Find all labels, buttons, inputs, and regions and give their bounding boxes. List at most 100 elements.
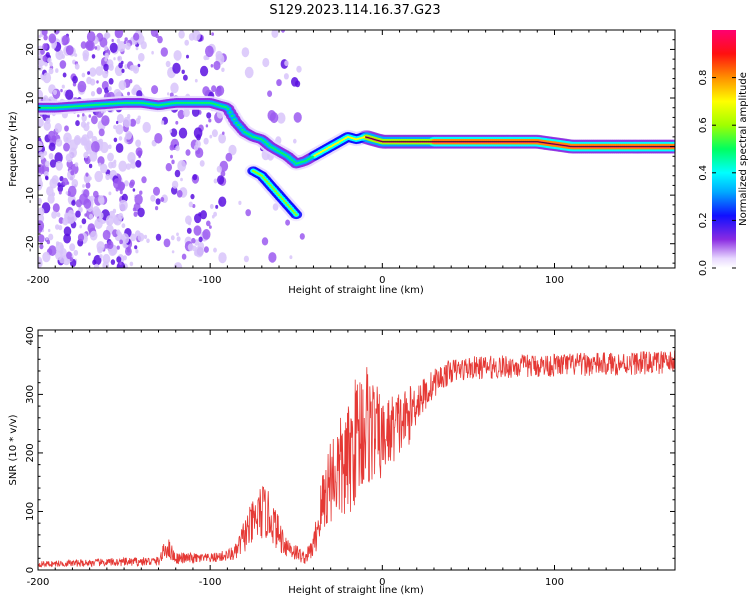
noise-speckle — [80, 41, 87, 49]
noise-speckle — [48, 130, 56, 141]
noise-speckle — [129, 79, 133, 84]
y-tick-label: 10 — [25, 92, 36, 105]
noise-speckle — [116, 229, 121, 236]
noise-speckle — [191, 237, 196, 244]
noise-speckle — [63, 233, 71, 244]
noise-speckle — [104, 45, 108, 51]
ridge-mark — [325, 147, 329, 150]
ridge-mark — [65, 105, 69, 108]
noise-speckle — [187, 243, 194, 252]
ridge-mark — [309, 156, 313, 159]
noise-speckle — [118, 160, 127, 172]
noise-speckle — [38, 140, 43, 152]
noise-speckle — [107, 33, 111, 38]
noise-speckle — [103, 63, 109, 72]
ridge-mark — [139, 101, 143, 104]
ridge-mark — [289, 207, 293, 210]
noise-speckle — [284, 60, 289, 67]
noise-speckle — [53, 30, 60, 35]
noise-speckle — [244, 66, 254, 79]
noise-speckle — [62, 72, 67, 78]
ridge-mark — [42, 106, 46, 109]
y-tick-label: 0 — [25, 567, 36, 573]
ridge-mark — [195, 101, 199, 104]
colorbar-tick-label: 0.2 — [698, 212, 709, 228]
noise-speckle — [81, 218, 87, 225]
noise-speckle — [216, 85, 225, 96]
noise-speckle — [119, 261, 122, 266]
noise-speckle — [109, 42, 118, 53]
noise-speckle — [116, 120, 119, 125]
noise-speckle — [183, 108, 190, 118]
ridge-mark — [90, 104, 94, 107]
noise-speckle — [90, 91, 96, 97]
ridge-mark — [113, 102, 116, 105]
noise-speckle — [46, 239, 51, 245]
noise-speckle — [118, 136, 123, 141]
ridge-mark — [86, 104, 89, 107]
ridge-mark — [267, 182, 271, 185]
noise-speckle — [146, 238, 150, 244]
ridge-mark — [135, 101, 139, 104]
ridge-mark — [100, 103, 104, 106]
ridge-mark — [150, 103, 154, 106]
noise-speckle — [95, 66, 104, 76]
noise-speckle — [186, 227, 192, 234]
ridge-mark — [123, 101, 127, 104]
spectrogram-frame — [37, 29, 676, 269]
noise-speckle — [69, 147, 77, 158]
y-tick-label: -20 — [25, 236, 36, 252]
noise-speckle — [142, 121, 151, 133]
noise-speckle — [94, 170, 103, 183]
ridge-mark — [272, 147, 275, 150]
noise-speckle — [194, 246, 204, 258]
noise-speckle — [91, 54, 96, 59]
x-tick-label: -200 — [27, 577, 50, 588]
noise-speckle — [61, 54, 65, 59]
noise-speckle — [39, 153, 45, 160]
ridge-mark — [187, 101, 191, 104]
noise-speckle — [299, 233, 305, 240]
noise-speckle — [74, 53, 78, 57]
snr-x-label: Height of straight line (km) — [288, 585, 424, 596]
ridge-mark — [84, 104, 87, 107]
noise-speckle — [293, 112, 302, 123]
noise-speckle — [238, 200, 242, 205]
noise-speckle — [107, 152, 114, 162]
noise-speckle — [160, 47, 168, 57]
noise-speckle — [43, 34, 48, 41]
colorbar-bar — [712, 30, 736, 268]
noise-speckle — [213, 247, 217, 253]
noise-speckle — [62, 177, 69, 186]
noise-speckle — [135, 139, 142, 148]
noise-speckle — [216, 165, 222, 173]
ridge-mark — [125, 101, 129, 104]
ridge-mark — [137, 101, 141, 104]
ridge-mark — [144, 102, 147, 105]
x-tick-label: -100 — [199, 577, 222, 588]
colorbar-tick-label: 0.4 — [698, 165, 709, 181]
ridge-mark — [288, 157, 292, 160]
noise-speckle — [116, 256, 122, 263]
noise-speckle — [92, 259, 97, 266]
ridge-mark — [185, 101, 189, 104]
ridge-mark — [278, 150, 282, 153]
noise-speckle — [180, 177, 183, 182]
ridge-mark — [206, 101, 209, 104]
noise-speckle — [206, 112, 212, 119]
spectrogram-ridge — [38, 95, 675, 222]
ridge-mark — [249, 134, 253, 137]
noise-speckle — [186, 54, 189, 59]
noise-speckle — [296, 65, 302, 73]
noise-speckle — [104, 52, 109, 59]
noise-speckle — [60, 88, 63, 93]
noise-speckle — [38, 197, 42, 205]
ridge-mark — [330, 145, 333, 148]
noise-speckle — [62, 217, 69, 226]
ridge-mark — [53, 106, 56, 109]
noise-speckle — [57, 184, 64, 193]
noise-speckle — [123, 40, 127, 44]
ridge-mark — [313, 154, 317, 157]
ridge-mark — [69, 105, 73, 108]
ridge-mark — [281, 198, 284, 200]
